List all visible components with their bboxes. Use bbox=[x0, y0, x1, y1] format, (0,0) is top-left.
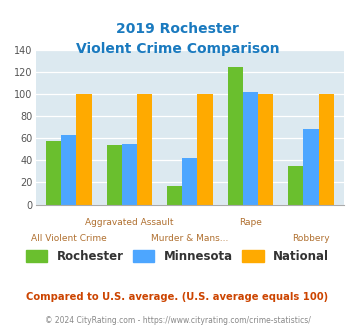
Text: Violent Crime Comparison: Violent Crime Comparison bbox=[76, 42, 279, 56]
Bar bbox=[167, 186, 182, 205]
Bar bbox=[46, 142, 61, 205]
Text: 2019 Rochester: 2019 Rochester bbox=[116, 22, 239, 36]
Bar bbox=[122, 144, 137, 205]
Text: Robbery: Robbery bbox=[292, 234, 330, 243]
Text: All Violent Crime: All Violent Crime bbox=[31, 234, 107, 243]
Bar bbox=[288, 166, 304, 205]
Bar bbox=[76, 94, 92, 205]
Bar bbox=[61, 135, 76, 205]
Text: Aggravated Assault: Aggravated Assault bbox=[85, 218, 174, 227]
Bar bbox=[106, 145, 122, 205]
Text: Compared to U.S. average. (U.S. average equals 100): Compared to U.S. average. (U.S. average … bbox=[26, 292, 329, 302]
Legend: Rochester, Minnesota, National: Rochester, Minnesota, National bbox=[21, 245, 334, 268]
Bar bbox=[228, 67, 243, 205]
Bar bbox=[304, 129, 319, 205]
Bar bbox=[182, 158, 197, 205]
Bar bbox=[243, 92, 258, 205]
Bar bbox=[319, 94, 334, 205]
Bar bbox=[137, 94, 152, 205]
Bar bbox=[258, 94, 273, 205]
Text: Murder & Mans...: Murder & Mans... bbox=[151, 234, 229, 243]
Text: © 2024 CityRating.com - https://www.cityrating.com/crime-statistics/: © 2024 CityRating.com - https://www.city… bbox=[45, 315, 310, 325]
Bar bbox=[197, 94, 213, 205]
Text: Rape: Rape bbox=[239, 218, 262, 227]
